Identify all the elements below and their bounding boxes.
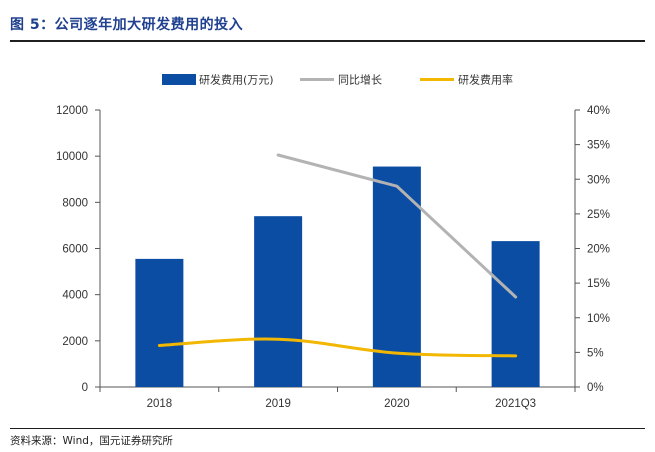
x-tick-label: 2019 bbox=[265, 398, 291, 410]
right-tick-label: 30% bbox=[587, 174, 610, 186]
left-tick-label: 4000 bbox=[62, 290, 88, 302]
legend-label-rate: 研发费用率 bbox=[458, 73, 513, 87]
right-tick-label: 15% bbox=[587, 278, 610, 290]
x-tick-label: 2021Q3 bbox=[495, 398, 536, 410]
left-tick-label: 6000 bbox=[62, 244, 88, 256]
bar-2018 bbox=[135, 258, 184, 387]
rate-line bbox=[157, 337, 518, 358]
bar-series bbox=[135, 166, 540, 387]
left-tick-label: 0 bbox=[82, 382, 88, 394]
legend-swatch-bar bbox=[162, 74, 196, 85]
axes: 0 2000 4000 6000 8000 10000 12000 0% 5% 10% 15% 20%… bbox=[56, 105, 610, 410]
legend-label-growth: 同比增长 bbox=[338, 73, 382, 87]
legend: 研发费用(万元) 同比增长 研发费用率 bbox=[162, 73, 513, 87]
figure-title: 图 5：公司逐年加大研发费用的投入 bbox=[10, 17, 244, 33]
bar-2021Q3 bbox=[491, 241, 540, 387]
bar-2019 bbox=[254, 216, 303, 387]
top-rule bbox=[10, 40, 645, 42]
line-series bbox=[157, 153, 518, 358]
right-tick-label: 10% bbox=[587, 313, 610, 325]
right-tick-label: 35% bbox=[587, 140, 610, 152]
left-tick-label: 2000 bbox=[62, 336, 88, 348]
left-tick-label: 12000 bbox=[56, 105, 88, 117]
legend-label-bar: 研发费用(万元) bbox=[199, 73, 274, 87]
source-note: 资料来源：Wind，国元证券研究所 bbox=[10, 435, 173, 447]
x-tick-label: 2018 bbox=[147, 398, 173, 410]
right-tick-label: 5% bbox=[587, 347, 604, 359]
right-tick-label: 20% bbox=[587, 244, 610, 256]
right-tick-label: 25% bbox=[587, 209, 610, 221]
x-tick-label: 2020 bbox=[384, 398, 410, 410]
right-tick-label: 40% bbox=[587, 105, 610, 117]
left-tick-label: 10000 bbox=[56, 151, 88, 163]
right-tick-label: 0% bbox=[587, 382, 604, 394]
bottom-rule bbox=[10, 428, 645, 429]
left-tick-label: 8000 bbox=[62, 197, 88, 209]
